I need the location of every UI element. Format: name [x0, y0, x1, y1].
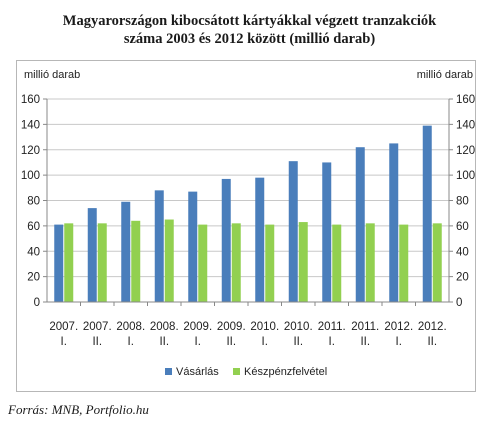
x-tick-label-year: 2012.	[418, 321, 447, 333]
y-tick-label-left: 60	[27, 221, 40, 233]
y-tick-label-right: 20	[456, 272, 469, 284]
bar-keszpenzfelvetel	[97, 223, 107, 302]
y-tick-label-right: 120	[456, 145, 475, 157]
bar-vasarlas	[422, 125, 432, 302]
bar-keszpenzfelvetel	[131, 220, 141, 302]
chart-title-line-1: Magyarországon kibocsátott kártyákkal vé…	[62, 13, 437, 29]
y-tick-label-right: 140	[456, 119, 475, 131]
y-tick-label-right: 100	[456, 170, 475, 182]
bar-vasarlas	[322, 162, 332, 302]
y-tick-label-left: 160	[21, 94, 40, 106]
x-tick-label-year: 2008.	[116, 321, 145, 333]
bar-keszpenzfelvetel	[231, 223, 241, 302]
x-tick-label-half: II.	[360, 336, 370, 348]
y-tick-label-right: 40	[456, 246, 469, 258]
chart-title-line-2: száma 2003 és 2012 között (millió darab)	[123, 31, 376, 47]
y-tick-label-left: 20	[27, 272, 40, 284]
x-tick-label-half: II.	[159, 336, 169, 348]
x-tick-label-year: 2007.	[49, 321, 78, 333]
x-tick-label-half: I.	[329, 336, 335, 348]
legend-label: Vásárlás	[176, 366, 219, 378]
x-tick-label-year: 2009.	[183, 321, 212, 333]
bar-keszpenzfelvetel	[399, 224, 409, 302]
x-tick-label-year: 2010.	[284, 321, 313, 333]
x-tick-label-year: 2008.	[150, 321, 179, 333]
y-tick-label-right: 80	[456, 196, 469, 208]
x-tick-label-half: II.	[92, 336, 102, 348]
y-tick-label-left: 120	[21, 145, 40, 157]
legend-label: Készpénzfelvétel	[244, 366, 327, 378]
bar-vasarlas	[154, 190, 164, 302]
x-tick-label-half: I.	[262, 336, 268, 348]
legend: Vásárlás Készpénzfelvétel	[165, 366, 327, 378]
x-tick-label-half: II.	[226, 336, 236, 348]
x-tick-label-half: I.	[128, 336, 134, 348]
bar-vasarlas	[87, 208, 97, 302]
axes: 0 0 20 20 40 40 60 60 80 80 100 100 120 120 140 140 160 1…	[21, 94, 475, 348]
bar-vasarlas	[121, 201, 131, 302]
bar-keszpenzfelvetel	[164, 219, 174, 302]
x-tick-label-half: II.	[293, 336, 303, 348]
y-tick-label-left: 80	[27, 196, 40, 208]
bar-vasarlas	[221, 178, 231, 302]
bar-keszpenzfelvetel	[265, 224, 275, 302]
x-tick-label-half: II.	[427, 336, 437, 348]
y-tick-label-left: 40	[27, 246, 40, 258]
bar-keszpenzfelvetel	[298, 222, 308, 302]
x-tick-label-half: I.	[396, 336, 402, 348]
bar-vasarlas	[389, 143, 399, 302]
x-tick-label-half: I.	[61, 336, 67, 348]
bar-keszpenzfelvetel	[198, 224, 208, 302]
bars	[54, 125, 442, 302]
bar-vasarlas	[54, 224, 64, 302]
y-tick-label-right: 160	[456, 94, 475, 106]
y-tick-label-right: 0	[456, 297, 462, 309]
x-tick-label-year: 2012.	[384, 321, 413, 333]
gridlines	[47, 98, 449, 278]
y-tick-label-left: 0	[34, 297, 40, 309]
bar-vasarlas	[288, 161, 298, 302]
bar-keszpenzfelvetel	[365, 223, 375, 302]
bar-vasarlas	[188, 191, 198, 302]
bar-keszpenzfelvetel	[432, 223, 442, 302]
bar-keszpenzfelvetel	[332, 224, 342, 302]
bar-vasarlas	[355, 147, 365, 302]
x-tick-label-year: 2011.	[318, 321, 346, 333]
y-tick-label-left: 100	[21, 170, 40, 182]
chart-title: Magyarországon kibocsátott kártyákkal vé…	[0, 12, 499, 48]
y-tick-label-right: 60	[456, 221, 469, 233]
chart-frame	[16, 60, 476, 392]
source-note: Forrás: MNB, Portfolio.hu	[8, 402, 149, 417]
x-tick-label-half: I.	[195, 336, 201, 348]
x-tick-label-year: 2009.	[217, 321, 246, 333]
x-tick-label-year: 2010.	[250, 321, 279, 333]
y-axis-unit-left: millió darab	[24, 69, 80, 81]
bar-keszpenzfelvetel	[64, 223, 74, 302]
legend-swatch	[233, 368, 240, 375]
y-tick-label-left: 140	[21, 119, 40, 131]
legend-swatch	[165, 368, 172, 375]
bar-vasarlas	[255, 177, 265, 302]
x-tick-label-year: 2011.	[351, 321, 379, 333]
y-axis-unit-right: millió darab	[417, 69, 473, 81]
x-tick-label-year: 2007.	[83, 321, 112, 333]
